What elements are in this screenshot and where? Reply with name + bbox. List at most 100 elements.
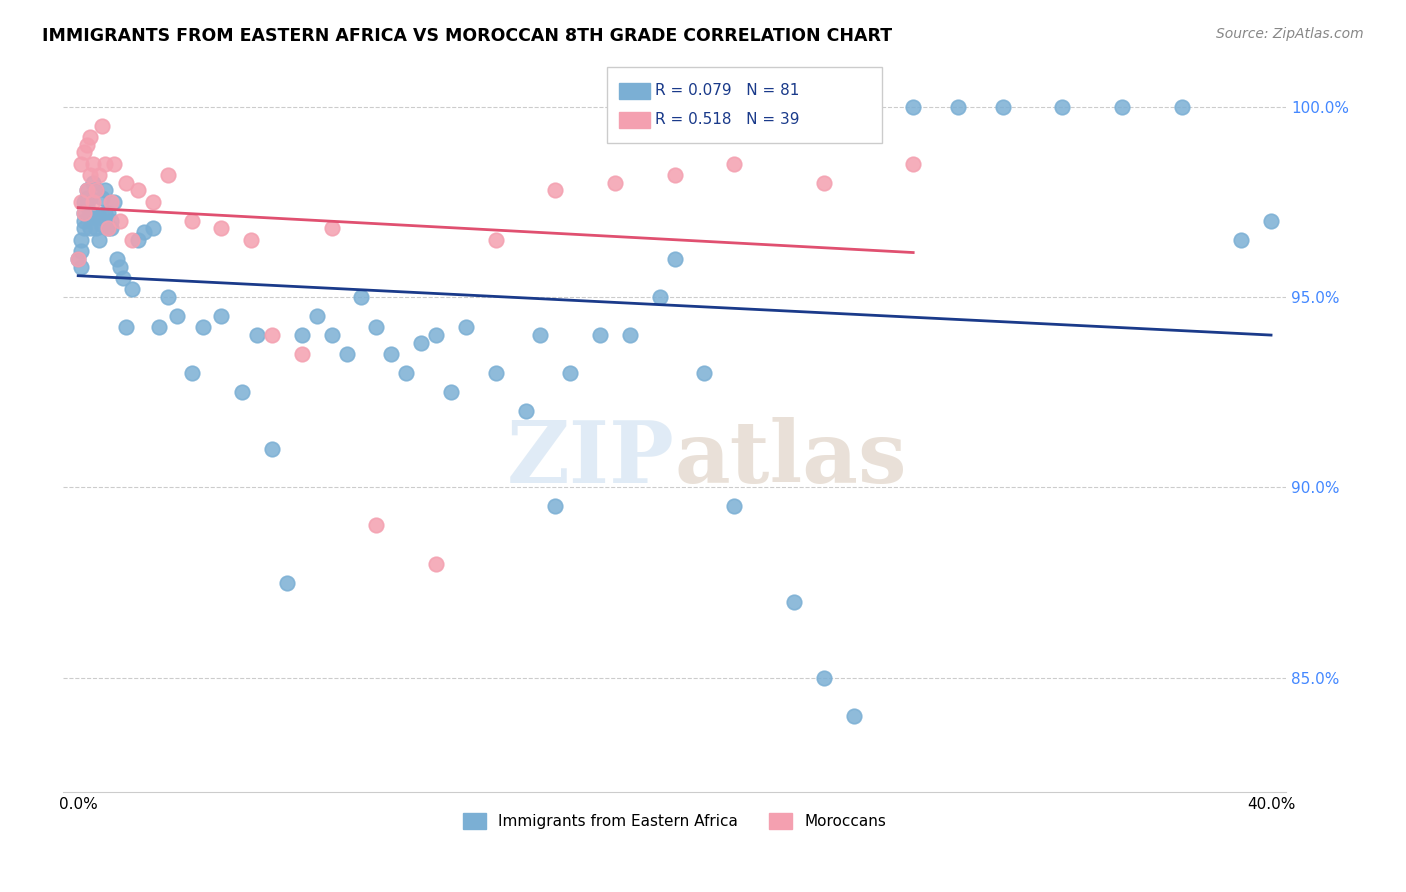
Point xyxy=(70,157,93,171)
Point xyxy=(91,191,114,205)
Point xyxy=(108,214,131,228)
Point xyxy=(70,244,93,259)
Point xyxy=(1052,100,1074,114)
Point xyxy=(121,282,143,296)
Point xyxy=(82,210,104,224)
Point xyxy=(108,260,131,274)
Point xyxy=(544,500,567,514)
Point xyxy=(366,320,388,334)
Point xyxy=(350,290,373,304)
Point xyxy=(193,320,215,334)
Point xyxy=(127,233,149,247)
Point xyxy=(603,176,626,190)
Point xyxy=(84,183,107,197)
Point xyxy=(94,183,117,197)
Point xyxy=(115,176,138,190)
Point xyxy=(991,100,1014,114)
Point xyxy=(901,100,924,114)
Point xyxy=(723,500,745,514)
Point xyxy=(70,194,93,209)
Point xyxy=(335,347,357,361)
Point xyxy=(485,366,508,380)
Text: R = 0.079   N = 81: R = 0.079 N = 81 xyxy=(655,84,800,98)
Point xyxy=(76,198,98,212)
Point xyxy=(260,328,283,343)
Point xyxy=(166,309,188,323)
Point xyxy=(291,328,314,343)
Point xyxy=(121,233,143,247)
Point xyxy=(723,157,745,171)
Point xyxy=(91,119,114,133)
Point xyxy=(291,347,314,361)
Point xyxy=(79,130,101,145)
Point xyxy=(783,594,806,608)
Point xyxy=(454,320,477,334)
Point xyxy=(97,221,120,235)
Point xyxy=(84,183,107,197)
Point xyxy=(589,328,612,343)
Point xyxy=(946,100,969,114)
Point xyxy=(94,206,117,220)
Point xyxy=(529,328,551,343)
Point xyxy=(76,183,98,197)
Point xyxy=(67,252,90,266)
Point xyxy=(115,320,138,334)
Point xyxy=(70,260,93,274)
Point xyxy=(321,328,343,343)
Point xyxy=(380,347,402,361)
Point xyxy=(321,221,343,235)
Point xyxy=(156,168,179,182)
Point xyxy=(395,366,418,380)
Point xyxy=(103,194,125,209)
Point xyxy=(180,366,202,380)
Point xyxy=(305,309,328,323)
Point xyxy=(664,252,686,266)
Point xyxy=(79,168,101,182)
Point xyxy=(142,194,165,209)
Point xyxy=(100,214,122,228)
Point xyxy=(100,194,122,209)
Point xyxy=(648,290,671,304)
Text: Source: ZipAtlas.com: Source: ZipAtlas.com xyxy=(1216,27,1364,41)
Point xyxy=(411,335,433,350)
Point xyxy=(180,214,202,228)
Point xyxy=(425,328,447,343)
Point xyxy=(366,518,388,533)
Point xyxy=(73,145,96,160)
Point xyxy=(842,708,865,723)
Point xyxy=(76,191,98,205)
Point xyxy=(100,221,122,235)
Point xyxy=(73,206,96,220)
Point xyxy=(1230,233,1253,247)
Point xyxy=(76,137,98,152)
Point xyxy=(664,168,686,182)
Point xyxy=(67,252,90,266)
Point xyxy=(97,206,120,220)
Point xyxy=(260,442,283,457)
Point xyxy=(901,157,924,171)
Point xyxy=(82,176,104,190)
Point xyxy=(127,183,149,197)
Point xyxy=(440,385,463,400)
Text: ZIP: ZIP xyxy=(506,417,675,501)
Point xyxy=(73,214,96,228)
Point xyxy=(73,206,96,220)
Point xyxy=(103,157,125,171)
Point xyxy=(73,221,96,235)
Point xyxy=(246,328,269,343)
Point xyxy=(82,157,104,171)
Point xyxy=(76,183,98,197)
Point xyxy=(515,404,537,418)
Point xyxy=(79,191,101,205)
Point xyxy=(485,233,508,247)
Text: atlas: atlas xyxy=(675,417,907,501)
Point xyxy=(73,194,96,209)
Point xyxy=(87,233,110,247)
Point xyxy=(94,157,117,171)
Point xyxy=(813,176,835,190)
Point xyxy=(209,309,232,323)
Point xyxy=(544,183,567,197)
Point xyxy=(813,671,835,685)
Point xyxy=(70,233,93,247)
Point xyxy=(1170,100,1192,114)
